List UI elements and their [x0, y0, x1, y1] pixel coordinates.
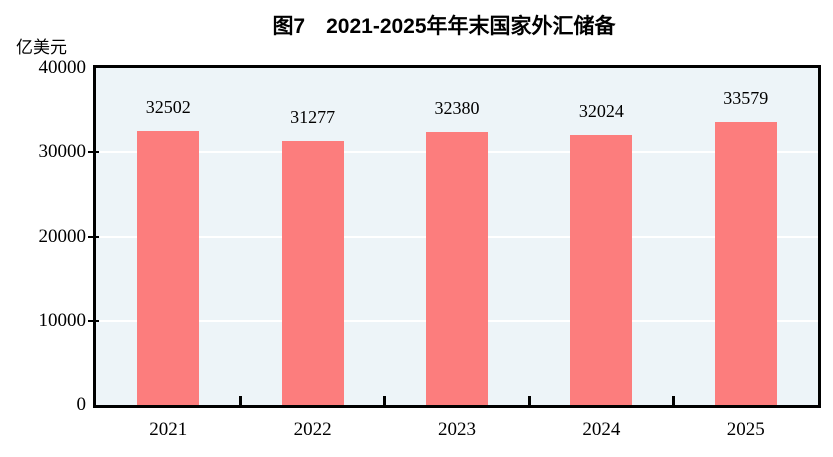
- y-axis-tick-mark: [88, 319, 99, 322]
- bar-value-label: 32380: [434, 98, 480, 119]
- x-axis-tick-mark: [383, 396, 387, 405]
- bar-value-label: 33579: [723, 88, 769, 109]
- bar-value-label: 32502: [145, 97, 191, 118]
- bar-value-label: 32024: [578, 101, 624, 122]
- x-axis-tick-label: 2021: [149, 419, 188, 440]
- y-axis-tick-label: 40000: [38, 57, 87, 78]
- plot-area: 32502 31277 32380 32024 33579: [93, 65, 821, 408]
- bar-2023: [426, 132, 488, 405]
- chart-title: 图7 2021-2025年年末国家外汇储备: [272, 15, 616, 38]
- x-axis-tick-mark: [527, 396, 531, 405]
- bar-2025: [714, 122, 777, 405]
- y-axis-tick-label: 30000: [38, 141, 87, 163]
- x-axis-tick-label: 2023: [438, 419, 476, 440]
- y-axis-unit-label: 亿美元: [16, 38, 67, 57]
- y-axis-tick-label: 0: [76, 394, 87, 415]
- x-axis-tick-label: 2022: [293, 419, 332, 440]
- x-axis-tick-mark: [238, 396, 242, 405]
- bar-value-label: 31277: [290, 107, 336, 128]
- bar-2024: [570, 135, 633, 405]
- y-axis-tick-label: 10000: [38, 309, 87, 331]
- x-axis-tick-label: 2024: [582, 419, 621, 440]
- y-axis-tick-mark: [88, 151, 99, 154]
- y-axis-tick-mark: [88, 235, 99, 238]
- y-axis-tick-label: 20000: [38, 225, 87, 247]
- bar-2021: [137, 131, 200, 405]
- x-axis-tick-mark: [672, 396, 676, 405]
- x-axis-tick-label: 2025: [726, 419, 765, 440]
- bar-2022: [281, 141, 344, 405]
